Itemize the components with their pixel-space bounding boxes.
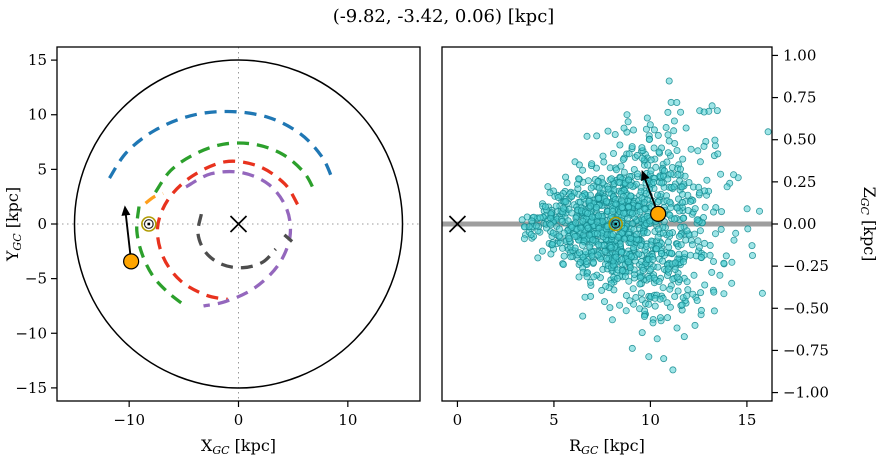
x-axis-label: RGC [kpc] xyxy=(569,436,645,457)
svg-text:10: 10 xyxy=(28,106,47,124)
spiral-arm-outer-blue xyxy=(108,109,335,180)
scatter-points xyxy=(518,77,772,374)
x-axis: 0 5 10 15 xyxy=(453,401,756,429)
svg-text:−10: −10 xyxy=(15,324,47,342)
velocity-arrow xyxy=(121,205,133,262)
svg-text:15: 15 xyxy=(28,51,47,69)
sun-marker xyxy=(141,216,157,232)
svg-text:1.00: 1.00 xyxy=(783,46,816,64)
y-axis-label: ZGC [kpc] xyxy=(858,187,879,262)
svg-text:0: 0 xyxy=(234,411,244,429)
spiral-arm-local-orange xyxy=(144,191,164,205)
spiral-arm-purple xyxy=(185,169,293,308)
svg-text:15: 15 xyxy=(737,411,756,429)
svg-text:−5: −5 xyxy=(25,270,47,288)
svg-text:−0.25: −0.25 xyxy=(783,257,829,275)
svg-text:−15: −15 xyxy=(15,379,47,397)
object-marker xyxy=(650,205,667,222)
y-axis: 15 10 5 0 −5 −10 −15 xyxy=(15,51,57,397)
y-axis-label: YGC [kpc] xyxy=(3,187,24,262)
svg-text:0.25: 0.25 xyxy=(783,173,816,191)
object-marker xyxy=(123,253,140,270)
svg-text:0: 0 xyxy=(453,411,463,429)
svg-text:−0.50: −0.50 xyxy=(783,299,829,317)
outer-boundary-circle xyxy=(73,59,404,389)
svg-text:−10: −10 xyxy=(113,411,145,429)
spiral-arm-inner-gray xyxy=(196,213,277,270)
svg-text:−1.00: −1.00 xyxy=(783,384,829,402)
galactic-center-marker xyxy=(229,215,248,233)
spiral-arm-gray-tick xyxy=(283,233,294,243)
galactic-center-marker xyxy=(448,215,467,233)
sun-marker xyxy=(608,216,623,232)
svg-text:0.50: 0.50 xyxy=(783,131,816,149)
svg-text:0: 0 xyxy=(37,215,47,233)
chart-title: (-9.82, -3.42, 0.06) [kpc] xyxy=(332,6,555,27)
svg-text:−0.75: −0.75 xyxy=(783,341,829,359)
svg-text:5: 5 xyxy=(37,160,47,178)
x-axis-label: XGC [kpc] xyxy=(201,436,276,457)
svg-text:5: 5 xyxy=(549,411,559,429)
spiral-arm-red xyxy=(155,159,299,302)
svg-text:10: 10 xyxy=(338,411,357,429)
rz-panel: 0 5 10 15 1.00 0.75 0.50 0.25 0.00 −0.25 −0.50 −0.7… xyxy=(441,46,879,457)
x-axis: −10 0 10 xyxy=(113,401,357,429)
svg-text:0.00: 0.00 xyxy=(783,215,816,233)
xy-panel: −10 0 10 15 10 5 0 −5 −10 −15 XGC [kpc] YGC [kpc] xyxy=(3,46,421,457)
spiral-arm-lower-green xyxy=(135,206,185,307)
svg-text:0.75: 0.75 xyxy=(783,89,816,107)
svg-text:10: 10 xyxy=(641,411,660,429)
spiral-arm-upper-green xyxy=(154,141,317,194)
y-axis-right: 1.00 0.75 0.50 0.25 0.00 −0.25 −0.50 −0.75 −1.00 xyxy=(772,46,829,402)
